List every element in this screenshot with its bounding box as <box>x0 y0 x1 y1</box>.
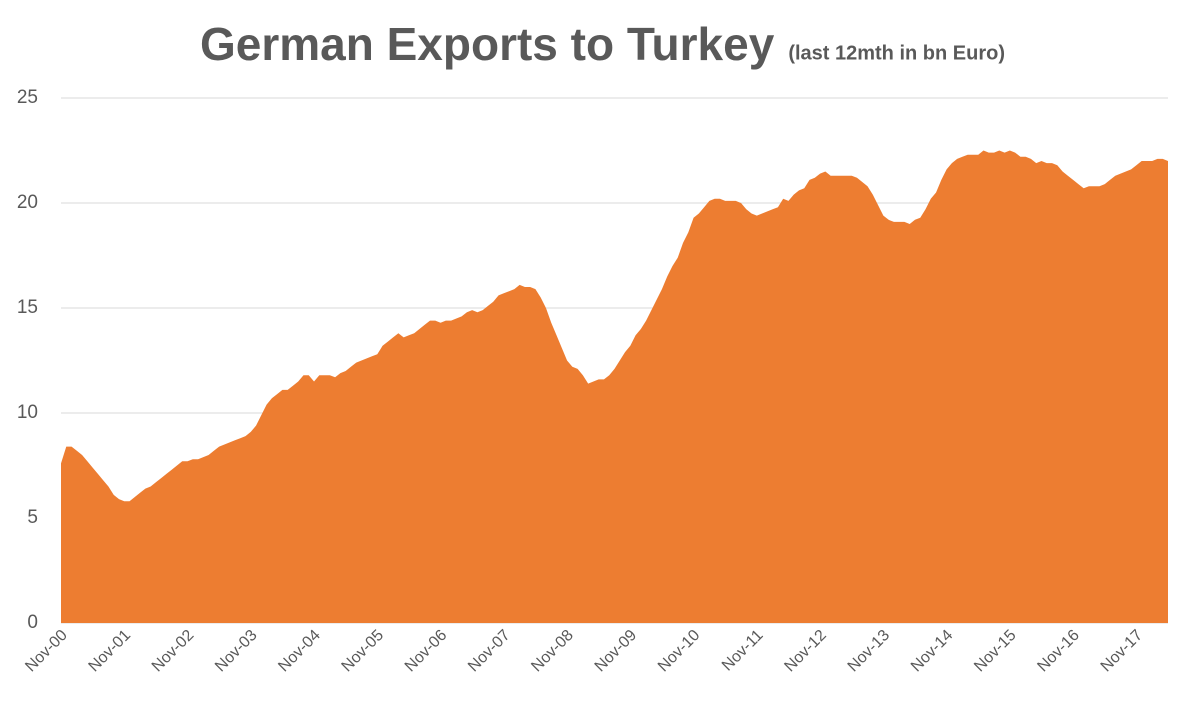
x-tick-label: Nov-08 <box>528 627 577 676</box>
y-tick-label: 20 <box>17 192 38 213</box>
x-tick-label: Nov-14 <box>908 627 957 676</box>
y-tick-label: 0 <box>27 612 38 633</box>
x-tick-label: Nov-01 <box>86 627 135 676</box>
x-tick-label: Nov-09 <box>592 627 641 676</box>
y-tick-label: 5 <box>27 507 38 528</box>
y-tick-label: 25 <box>17 87 38 108</box>
x-tick-label: Nov-05 <box>339 627 388 676</box>
x-tick-label: Nov-06 <box>402 627 451 676</box>
chart-title: German Exports to Turkey <box>200 18 775 70</box>
x-tick-label: Nov-02 <box>149 627 198 676</box>
chart-subtitle: (last 12mth in bn Euro) <box>788 42 1005 64</box>
y-tick-label: 15 <box>17 297 38 318</box>
x-tick-label: Nov-11 <box>719 627 767 675</box>
x-tick-label: Nov-10 <box>655 627 704 676</box>
x-tick-label: Nov-00 <box>22 627 71 676</box>
y-tick-label: 10 <box>17 402 38 423</box>
x-tick-label: Nov-03 <box>212 627 261 676</box>
x-tick-label: Nov-07 <box>465 627 514 676</box>
x-tick-label: Nov-17 <box>1098 627 1147 676</box>
area <box>61 150 1168 623</box>
x-tick-label: Nov-16 <box>1034 627 1083 676</box>
x-tick-label: Nov-12 <box>781 627 830 676</box>
x-tick-label: Nov-04 <box>275 627 324 676</box>
x-tick-label: Nov-15 <box>971 627 1020 676</box>
x-tick-label: Nov-13 <box>845 627 894 676</box>
